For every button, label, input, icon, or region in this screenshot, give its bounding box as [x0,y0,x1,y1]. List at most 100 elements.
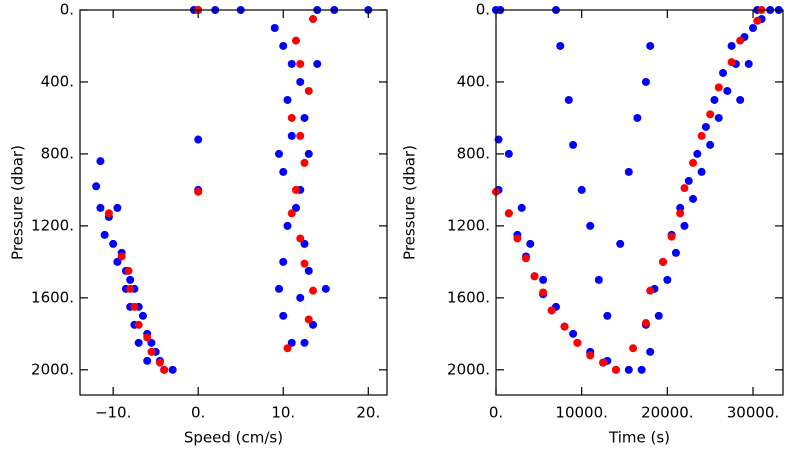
data-point [547,306,556,315]
data-point [168,365,177,374]
data-point [300,113,309,122]
data-point [92,182,101,191]
data-point [504,149,513,158]
x-axis-title: Time (s) [608,429,670,447]
data-point [710,95,719,104]
y-tick-label: 1200. [447,216,490,234]
y-tick-label: 0. [476,1,490,19]
data-point [126,275,135,284]
data-point [676,209,685,218]
plot-frame [79,9,388,396]
data-point [126,284,135,293]
y-tick-label: 0. [60,1,74,19]
data-point [624,365,633,374]
data-point [736,36,745,45]
data-point [667,232,676,241]
data-point [109,239,118,248]
data-point [147,347,156,356]
data-point [96,157,105,166]
data-point [309,320,318,329]
y-tick-label: 800. [41,144,74,162]
data-point [117,252,126,261]
data-point [270,23,279,32]
data-point [138,311,147,320]
y-axis-title: Pressure (dbar) [401,145,419,260]
data-point [287,131,296,140]
data-point [104,209,113,218]
data-point [693,149,702,158]
y-tick-label: 1600. [31,288,74,306]
data-point [283,221,292,230]
data-point [577,185,586,194]
data-point [646,347,655,356]
data-point [629,344,638,353]
data-point [287,113,296,122]
x-tick-label: 30000. [727,404,780,422]
data-point [304,315,313,324]
data-point [556,41,565,50]
data-point [573,338,582,347]
data-point [521,254,530,263]
data-point [147,338,156,347]
data-point [736,95,745,104]
data-point [292,185,301,194]
data-point [697,167,706,176]
data-point [96,203,105,212]
data-point [160,365,169,374]
x-tick-label: 10. [271,404,295,422]
data-point [603,311,612,320]
data-point [517,203,526,212]
data-point [274,284,283,293]
data-point [287,59,296,68]
data-point [113,203,122,212]
data-point [300,338,309,347]
data-point [296,131,305,140]
x-tick-label: 0. [191,404,205,422]
x-tick-label: 10000. [555,404,608,422]
data-point [155,358,164,367]
data-point [194,135,203,144]
data-point [134,338,143,347]
data-point [611,365,620,374]
data-point [689,158,698,167]
data-point [586,221,595,230]
data-point [569,329,578,338]
data-point [274,149,283,158]
y-tick-label: 1200. [31,216,74,234]
data-point [143,333,152,342]
data-point [646,286,655,295]
data-point [714,83,723,92]
data-point [279,311,288,320]
data-point [292,36,301,45]
data-point [100,230,109,239]
data-point [680,221,689,230]
data-point [313,59,322,68]
data-point [671,248,680,257]
data-point [586,351,595,360]
data-point [300,239,309,248]
data-point [304,266,313,275]
data-point [719,68,728,77]
data-point [616,239,625,248]
data-point [300,259,309,268]
data-point [296,59,305,68]
data-point [723,86,732,95]
y-tick-label: 2000. [447,360,490,378]
x-tick-label: 0. [489,404,503,422]
data-point [283,95,292,104]
data-point [194,187,203,196]
data-point [701,122,710,131]
data-point [296,234,305,243]
data-point [134,320,143,329]
data-point [321,284,330,293]
y-tick-label: 2000. [31,360,74,378]
data-point [130,302,139,311]
x-tick-label: 20. [356,404,380,422]
data-point [292,203,301,212]
data-point [296,293,305,302]
data-point [530,272,539,281]
data-point [539,275,548,284]
data-point [727,41,736,50]
x-tick-label: 20000. [641,404,694,422]
data-point [309,286,318,295]
